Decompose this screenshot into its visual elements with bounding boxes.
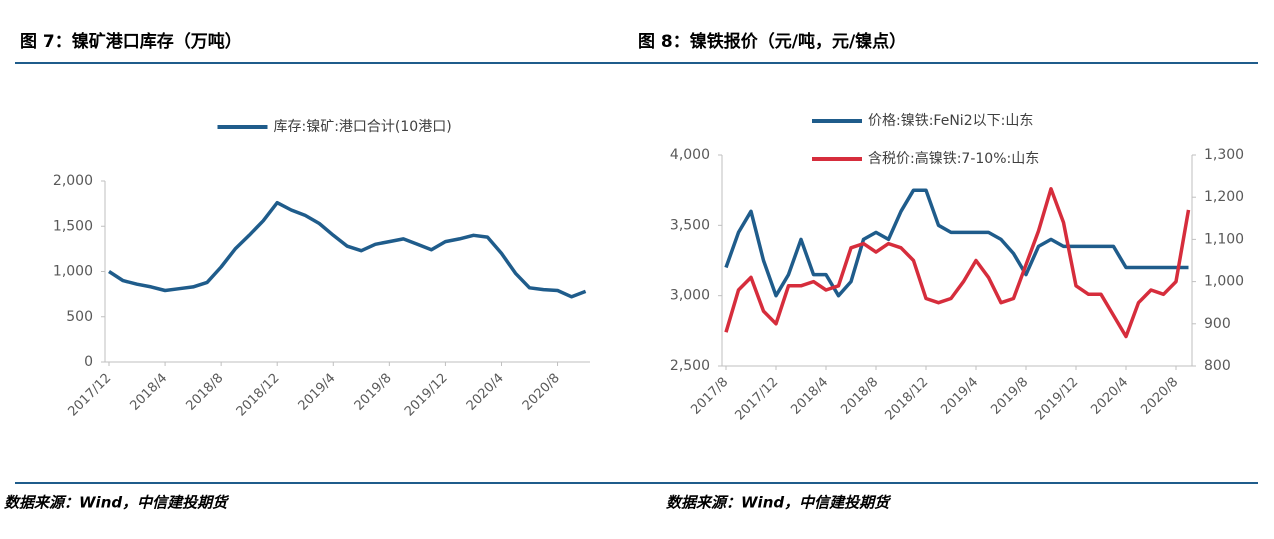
x-tick-label: 2018/8 [838,375,881,418]
legend-label: 库存:镍矿:港口合计(10港口) [274,119,452,135]
x-tick-label: 2020/4 [464,371,507,414]
x-tick-label: 2019/4 [938,375,981,418]
y-tick-label: 3,000 [670,288,710,304]
y-tick-label: 500 [66,309,93,325]
x-tick-label: 2020/4 [1088,375,1131,418]
x-tick-label: 2019/8 [352,371,395,414]
y-tick-label: 4,000 [670,147,710,163]
x-tick-label: 2017/8 [688,375,731,418]
y-tick-label: 0 [84,354,93,370]
y2-tick-label: 1,300 [1204,147,1244,163]
x-tick-label: 2020/8 [1138,375,1181,418]
x-tick-label: 2017/12 [66,371,115,420]
x-tick-label: 2019/12 [1033,375,1082,424]
line-series [108,200,587,299]
y-tick-label: 1,000 [53,264,93,280]
y-tick-label: 3,500 [670,217,710,233]
x-tick-label: 2018/4 [788,375,831,418]
legend-label: 价格:镍铁:FeNi2以下:山东 [868,113,1033,129]
source-note: 数据来源：Wind，中信建投期货 [666,494,892,512]
y-tick-label: 2,500 [670,358,710,374]
line-series [724,187,1191,339]
x-tick-label: 2019/8 [988,375,1031,418]
x-tick-label: 2019/12 [402,371,451,420]
figure-title: 图 7：镍矿港口库存（万吨） [20,31,242,52]
x-tick-label: 2019/4 [296,371,339,414]
y-tick-label: 2,000 [53,173,93,189]
x-tick-label: 2018/12 [234,371,283,420]
legend-label: 含税价:高镍铁:7-10%:山东 [868,150,1039,167]
x-tick-label: 2018/4 [127,371,170,414]
figure-title: 图 8：镍铁报价（元/吨，元/镍点） [638,31,906,52]
y2-tick-label: 1,000 [1204,274,1244,290]
y2-tick-label: 1,100 [1204,231,1244,247]
y-tick-label: 1,500 [53,218,93,234]
x-tick-label: 2018/8 [183,371,226,414]
x-tick-label: 2018/12 [883,375,932,424]
y2-tick-label: 1,200 [1204,189,1244,205]
y2-tick-label: 900 [1204,316,1231,332]
line-series [724,188,1189,298]
x-tick-label: 2017/12 [733,375,782,424]
y2-tick-label: 800 [1204,358,1231,374]
x-tick-label: 2020/8 [520,371,563,414]
source-note: 数据来源：Wind，中信建投期货 [4,494,230,512]
